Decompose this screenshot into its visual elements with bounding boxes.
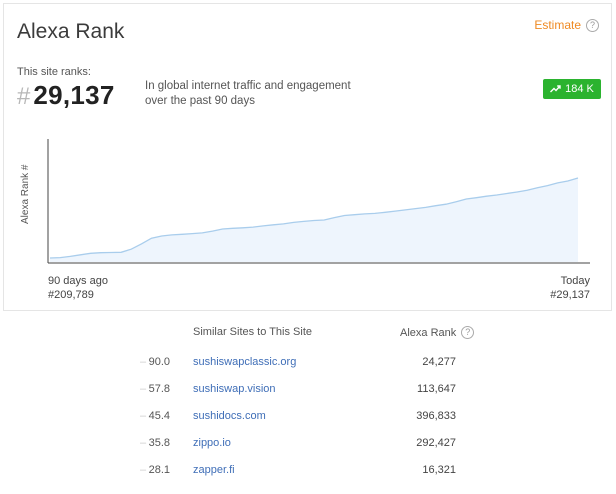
rank-line <box>49 177 579 259</box>
rank-value: 29,137 <box>33 80 115 110</box>
score-dash: – <box>140 464 147 476</box>
x-start: 90 days ago #209,789 <box>48 274 108 302</box>
overlap-score: 35.8 <box>148 437 170 449</box>
similar-site-rank: 24,277 <box>422 356 456 368</box>
score-dash: – <box>140 410 147 422</box>
x-start-label: 90 days ago <box>48 275 108 287</box>
list-item: –57.8 sushiswap.vision 113,647 <box>0 383 616 403</box>
list-item: –45.4 sushidocs.com 396,833 <box>0 410 616 430</box>
similar-site-rank: 396,833 <box>416 410 456 422</box>
rank-description: In global internet traffic and engagemen… <box>145 80 351 107</box>
help-icon[interactable]: ? <box>461 326 475 339</box>
card-title: Alexa Rank <box>17 20 125 43</box>
estimate-link[interactable]: Estimate ? <box>534 18 599 32</box>
trend-up-icon <box>550 85 561 93</box>
overlap-score: 45.4 <box>148 410 170 422</box>
list-item: –90.0 sushiswapclassic.org 24,277 <box>0 356 616 376</box>
help-icon[interactable]: ? <box>586 18 599 32</box>
similar-site-link[interactable]: sushiswapclassic.org <box>193 356 297 368</box>
overlap-score: 28.1 <box>148 464 170 476</box>
rank-area <box>50 178 578 262</box>
overlap-score: 90.0 <box>148 356 170 368</box>
x-start-value: #209,789 <box>48 289 94 301</box>
score-dash: – <box>140 356 147 368</box>
x-end: Today #29,137 <box>550 274 590 302</box>
score-dash: – <box>140 383 147 395</box>
similar-site-link[interactable]: sushidocs.com <box>193 410 266 422</box>
rank-change-value: 184 K <box>565 83 594 95</box>
list-item: –28.1 zapper.fi 16,321 <box>0 464 616 484</box>
similar-site-link[interactable]: zippo.io <box>193 437 231 449</box>
similar-site-rank: 113,647 <box>417 383 456 395</box>
similar-sites-header: Similar Sites to This Site <box>193 326 313 338</box>
similar-site-link[interactable]: sushiswap.vision <box>193 383 276 395</box>
score-dash: – <box>140 437 147 449</box>
similar-site-rank: 292,427 <box>416 437 456 449</box>
rank-change-badge: 184 K <box>543 79 601 99</box>
similar-site-link[interactable]: zapper.fi <box>193 464 235 476</box>
hash-symbol: # <box>17 83 31 110</box>
estimate-label: Estimate <box>534 18 581 32</box>
alexa-rank-header: Alexa Rank ? <box>400 326 475 339</box>
x-end-label: Today <box>560 275 590 287</box>
similar-site-rank: 16,321 <box>422 464 456 476</box>
overlap-score: 57.8 <box>148 383 170 395</box>
ranks-label: This site ranks: <box>17 66 91 78</box>
x-end-value: #29,137 <box>550 289 590 301</box>
rank-display: # 29,137 <box>17 80 115 111</box>
list-item: –35.8 zippo.io 292,427 <box>0 437 616 457</box>
alexa-rank-header-label: Alexa Rank <box>400 326 457 339</box>
